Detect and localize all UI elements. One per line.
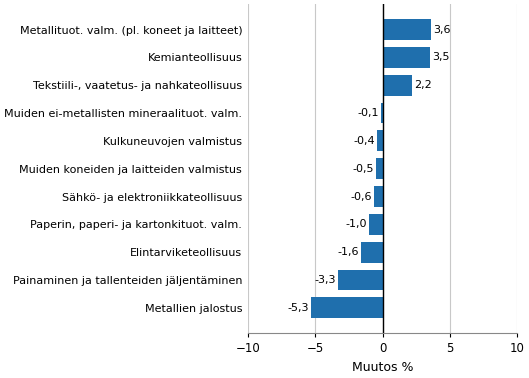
Text: -0,4: -0,4 [353, 136, 375, 146]
Bar [382, 75, 412, 96]
Text: 3,5: 3,5 [432, 53, 449, 62]
Bar [375, 186, 382, 207]
Text: -1,6: -1,6 [338, 247, 359, 257]
Bar [369, 214, 382, 235]
X-axis label: Muutos %: Muutos % [352, 361, 413, 374]
Text: -0,1: -0,1 [358, 108, 379, 118]
Bar [311, 297, 382, 318]
Bar [376, 158, 382, 179]
Bar [382, 19, 431, 40]
Text: -1,0: -1,0 [345, 219, 367, 229]
Text: -5,3: -5,3 [288, 303, 309, 313]
Bar [381, 102, 382, 124]
Bar [382, 47, 430, 68]
Bar [377, 130, 382, 151]
Text: -3,3: -3,3 [315, 275, 336, 285]
Bar [361, 242, 382, 263]
Text: -0,6: -0,6 [351, 192, 372, 201]
Text: -0,5: -0,5 [352, 164, 374, 174]
Text: 2,2: 2,2 [414, 80, 432, 90]
Bar [338, 270, 382, 290]
Text: 3,6: 3,6 [433, 25, 451, 34]
